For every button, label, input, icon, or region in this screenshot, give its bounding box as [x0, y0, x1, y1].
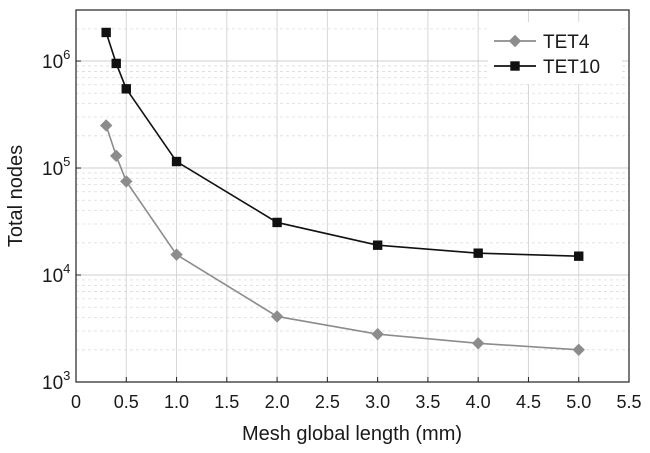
data-point — [101, 27, 111, 38]
x-tick-labels: 0 0.5 1.0 1.5 2.0 2.5 3.0 3.5 4.0 4.5 5.0 5.5 — [71, 377, 642, 412]
y-tick-base: 10 — [42, 159, 63, 180]
legend-box — [488, 22, 622, 84]
y-tick-exponent: 4 — [63, 261, 70, 276]
data-point — [371, 327, 384, 341]
data-point — [372, 240, 383, 250]
y-tick-label: 105 — [42, 154, 70, 180]
series-tet10 — [101, 27, 584, 261]
data-point — [572, 343, 585, 357]
x-tick-label: 4.5 — [516, 392, 541, 412]
legend: TET4 TET10 — [488, 22, 622, 84]
data-point — [272, 217, 282, 228]
data-point — [473, 248, 483, 258]
data-point — [171, 156, 182, 167]
y-tick-label: 103 — [42, 368, 70, 394]
x-tick-label: 1.0 — [164, 392, 189, 412]
legend-item: TET4 — [494, 32, 590, 53]
x-tick-label: 3.0 — [365, 392, 390, 412]
y-axis-label: Total nodes — [5, 145, 27, 247]
x-tick-label: 0.5 — [114, 392, 139, 412]
x-tick-label: 5.0 — [566, 392, 591, 412]
y-tick-exponent: 3 — [63, 368, 70, 383]
minor-grid — [76, 28, 629, 351]
x-tick-label: 0 — [71, 392, 81, 412]
data-point — [111, 58, 121, 69]
series-tet4 — [99, 119, 585, 357]
y-tick-label: 104 — [42, 261, 70, 287]
data-point — [170, 248, 183, 261]
legend-item: TET10 — [494, 57, 600, 78]
y-tick-base: 10 — [42, 52, 63, 73]
y-tick-label: 106 — [42, 47, 70, 73]
legend-marker — [508, 34, 522, 48]
legend-label: TET10 — [543, 57, 600, 78]
series-layer — [99, 27, 585, 357]
legend-marker — [510, 61, 520, 71]
x-tick-label: 2.0 — [265, 392, 290, 412]
y-tick-base: 10 — [42, 266, 63, 287]
y-tick-base: 10 — [42, 373, 63, 394]
x-tick-label: 1.5 — [214, 392, 239, 412]
data-point — [120, 175, 133, 188]
data-point — [110, 149, 123, 163]
data-point — [471, 337, 485, 350]
data-point — [121, 84, 131, 94]
legend-label: TET4 — [543, 32, 590, 53]
x-tick-label: 3.5 — [415, 392, 440, 412]
y-tick-exponent: 5 — [63, 154, 70, 169]
x-tick-label: 5.5 — [616, 392, 641, 412]
plot-frame — [75, 9, 630, 383]
data-point — [270, 310, 284, 323]
x-tick-label: 2.5 — [315, 392, 340, 412]
x-axis-label: Mesh global length (mm) — [242, 423, 462, 445]
x-tick-label: 4.0 — [466, 392, 491, 412]
data-point — [574, 251, 584, 261]
y-tick-exponent: 6 — [63, 47, 70, 62]
data-point — [99, 119, 113, 132]
